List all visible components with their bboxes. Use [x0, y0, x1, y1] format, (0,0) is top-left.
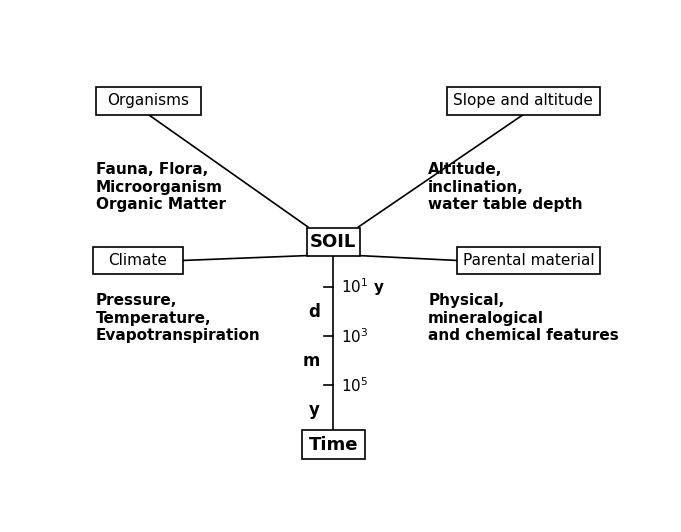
Text: Physical,
mineralogical
and chemical features: Physical, mineralogical and chemical fea…: [428, 293, 619, 343]
Text: Organisms: Organisms: [108, 93, 189, 108]
Text: $10^{5}$: $10^{5}$: [341, 376, 368, 395]
Text: m: m: [302, 352, 320, 370]
Text: Climate: Climate: [108, 253, 168, 268]
FancyBboxPatch shape: [457, 246, 600, 275]
Text: Fauna, Flora,
Microorganism
Organic Matter: Fauna, Flora, Microorganism Organic Matt…: [95, 162, 225, 212]
FancyBboxPatch shape: [306, 228, 360, 256]
FancyBboxPatch shape: [93, 246, 183, 275]
Text: Altitude,
inclination,
water table depth: Altitude, inclination, water table depth: [428, 162, 583, 212]
Text: SOIL: SOIL: [310, 233, 356, 251]
FancyBboxPatch shape: [302, 430, 365, 459]
Text: d: d: [308, 303, 320, 321]
Text: y: y: [309, 401, 320, 419]
FancyBboxPatch shape: [95, 87, 202, 114]
Text: Parental material: Parental material: [462, 253, 595, 268]
Text: Pressure,
Temperature,
Evapotranspiration: Pressure, Temperature, Evapotranspiratio…: [95, 293, 260, 343]
Text: Slope and altitude: Slope and altitude: [454, 93, 593, 108]
Text: $10^{1}$ y: $10^{1}$ y: [341, 276, 385, 298]
Text: Time: Time: [308, 436, 358, 454]
Text: $10^{3}$: $10^{3}$: [341, 327, 368, 346]
FancyBboxPatch shape: [447, 87, 600, 114]
